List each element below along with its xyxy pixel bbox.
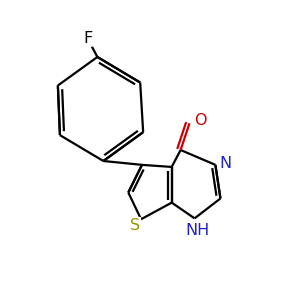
Text: NH: NH	[185, 223, 210, 238]
Text: S: S	[130, 218, 140, 233]
Text: O: O	[194, 113, 206, 128]
Text: F: F	[83, 31, 92, 46]
Text: N: N	[220, 156, 232, 171]
